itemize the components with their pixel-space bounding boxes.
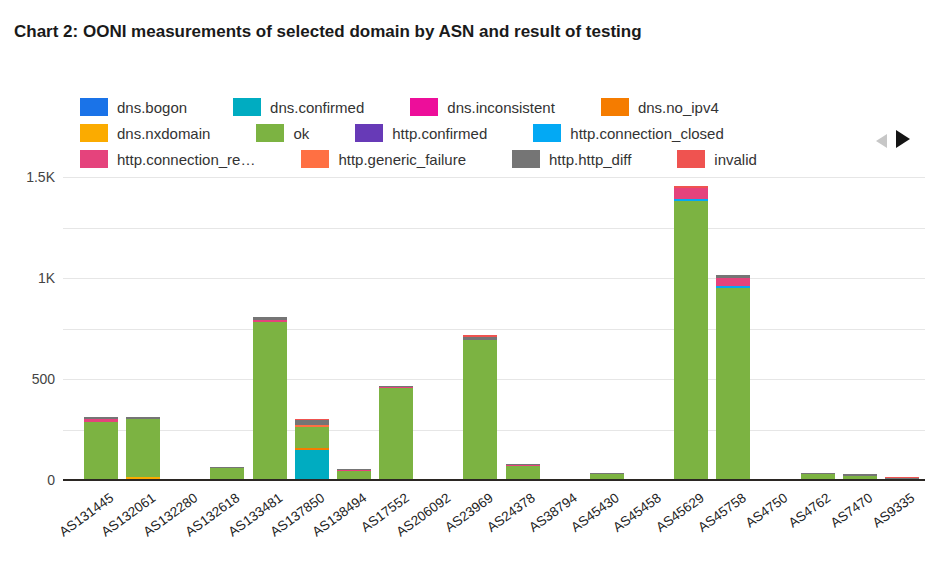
y-axis-label: 1.5K <box>0 169 55 185</box>
legend-swatch-icon <box>80 98 108 116</box>
bar-segment-as137850-dns-confirmed[interactable] <box>295 450 329 480</box>
legend-label: http.connection_re… <box>117 151 255 168</box>
bar-segment-as45629-ok[interactable] <box>674 201 708 480</box>
bar-segment-as45758-http-connection-closed[interactable] <box>716 286 750 288</box>
legend-item-http-http-diff: http.http_diff <box>512 150 631 168</box>
bar-segment-as45629-http-connection-re[interactable] <box>674 188 708 199</box>
legend-swatch-icon <box>410 98 438 116</box>
legend-swatch-icon <box>233 98 261 116</box>
bar-segment-as17552-http-http-diff[interactable] <box>379 386 413 387</box>
bar-segment-as137850-http-http-diff[interactable] <box>295 420 329 425</box>
y-axis-label: 1K <box>0 270 55 286</box>
legend-item-http-generic-failure: http.generic_failure <box>301 150 466 168</box>
legend-label: http.confirmed <box>392 125 487 142</box>
bar-segment-as132061-ok[interactable] <box>126 419 160 477</box>
bar-segment-as133481-http-http-diff[interactable] <box>253 317 287 320</box>
bar-segment-as137850-http-generic-failure[interactable] <box>295 425 329 427</box>
legend-swatch-icon <box>677 150 705 168</box>
x-axis-label: AS9335 <box>869 490 917 530</box>
legend-item-http-connection-re: http.connection_re… <box>80 150 255 168</box>
bar-segment-as24378-http-connection-re[interactable] <box>506 465 540 466</box>
legend-label: http.generic_failure <box>338 151 466 168</box>
gridline <box>63 278 925 279</box>
legend: dns.bogon dns.confirmed dns.inconsistent dn… <box>80 98 757 168</box>
legend-row: http.connection_re… http.generic_failure h… <box>80 150 757 168</box>
bar-segment-as17552-ok[interactable] <box>379 388 413 480</box>
gridline <box>63 228 925 229</box>
legend-item-dns-no-ipv4: dns.no_ipv4 <box>601 98 719 116</box>
bar-segment-as131445-http-connection-re[interactable] <box>84 419 118 423</box>
bar-segment-as23969-ok[interactable] <box>463 340 497 480</box>
bar-segment-as132061-http-http-diff[interactable] <box>126 417 160 419</box>
bar-segment-as45430-http-http-diff[interactable] <box>590 473 624 474</box>
bar-segment-as24378-http-http-diff[interactable] <box>506 464 540 465</box>
x-axis-label: AS4762 <box>785 490 833 530</box>
bar-segment-as131445-http-http-diff[interactable] <box>84 417 118 418</box>
x-axis-line <box>63 479 925 481</box>
legend-label: dns.inconsistent <box>447 99 555 116</box>
bar-segment-as45758-http-http-diff[interactable] <box>716 275 750 278</box>
legend-label: dns.confirmed <box>270 99 364 116</box>
legend-label: http.connection_closed <box>570 125 723 142</box>
legend-item-invalid: invalid <box>677 150 757 168</box>
x-axis-label: AS7470 <box>827 490 875 530</box>
bar-segment-as137850-ok[interactable] <box>295 427 329 447</box>
legend-item-http-confirmed: http.confirmed <box>355 124 487 142</box>
bar-segment-as45629-http-connection-closed[interactable] <box>674 199 708 201</box>
legend-swatch-icon <box>601 98 629 116</box>
legend-label: invalid <box>714 151 757 168</box>
bar-segment-as45758-ok[interactable] <box>716 288 750 480</box>
chart-title: Chart 2: OONI measurements of selected d… <box>14 22 642 42</box>
legend-label: http.http_diff <box>549 151 631 168</box>
legend-swatch-icon <box>256 124 284 142</box>
ooni-asn-chart: Chart 2: OONI measurements of selected d… <box>0 0 941 562</box>
legend-item-dns-bogon: dns.bogon <box>80 98 187 116</box>
bar-segment-as23969-http-http-diff[interactable] <box>463 337 497 340</box>
y-axis-label: 500 <box>0 371 55 387</box>
bar-segment-as133481-ok[interactable] <box>253 322 287 480</box>
bar-segment-as45758-http-connection-re[interactable] <box>716 278 750 286</box>
bar-segment-as138494-http-connection-re[interactable] <box>337 470 371 471</box>
legend-row: dns.bogon dns.confirmed dns.inconsistent dn… <box>80 98 757 116</box>
legend-swatch-icon <box>80 150 108 168</box>
legend-item-dns-confirmed: dns.confirmed <box>233 98 364 116</box>
bar-segment-as4762-http-http-diff[interactable] <box>801 473 835 474</box>
legend-swatch-icon <box>512 150 540 168</box>
legend-label: dns.nxdomain <box>117 125 210 142</box>
legend-row: dns.nxdomain ok http.confirmed http.connect… <box>80 124 757 142</box>
bar-segment-as45629-invalid[interactable] <box>674 186 708 188</box>
legend-swatch-icon <box>301 150 329 168</box>
bar-segment-as24378-ok[interactable] <box>506 466 540 480</box>
bar-segment-as131445-ok[interactable] <box>84 422 118 480</box>
x-axis-label: AS4750 <box>743 490 791 530</box>
y-axis-label: 0 <box>0 472 55 488</box>
legend-label: ok <box>293 125 309 142</box>
legend-item-dns-inconsistent: dns.inconsistent <box>410 98 555 116</box>
bar-segment-as23969-invalid[interactable] <box>463 335 497 336</box>
bar-segment-as9335-invalid[interactable] <box>885 477 919 478</box>
bar-segment-as17552-http-connection-re[interactable] <box>379 387 413 388</box>
legend-label: dns.no_ipv4 <box>638 99 719 116</box>
bar-segment-as137850-dns-no-ipv4[interactable] <box>295 448 329 450</box>
legend-prev-icon[interactable] <box>876 134 887 148</box>
legend-item-http-connection-closed: http.connection_closed <box>533 124 723 142</box>
legend-item-ok: ok <box>256 124 309 142</box>
bar-segment-as133481-http-connection-re[interactable] <box>253 320 287 322</box>
legend-next-icon[interactable] <box>896 130 910 148</box>
bar-segment-as132618-http-http-diff[interactable] <box>210 467 244 468</box>
bar-segment-as138494-http-http-diff[interactable] <box>337 469 371 470</box>
legend-swatch-icon <box>355 124 383 142</box>
bar-segment-as7470-http-http-diff[interactable] <box>843 474 877 476</box>
bar-segment-as137850-invalid[interactable] <box>295 419 329 420</box>
gridline <box>63 177 925 178</box>
gridline <box>63 329 925 330</box>
legend-label: dns.bogon <box>117 99 187 116</box>
legend-swatch-icon <box>80 124 108 142</box>
legend-item-dns-nxdomain: dns.nxdomain <box>80 124 210 142</box>
legend-swatch-icon <box>533 124 561 142</box>
